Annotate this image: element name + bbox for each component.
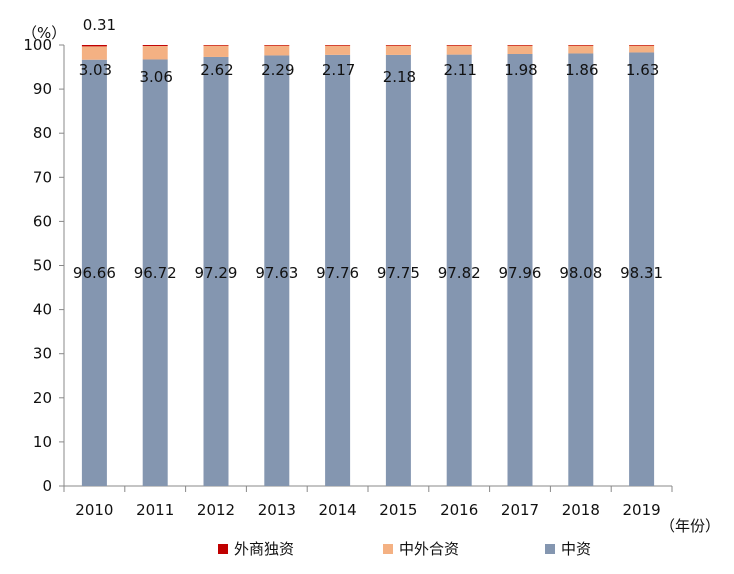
data-label-joint-venture: 1.86	[565, 61, 598, 79]
data-label-domestic: 97.96	[499, 264, 542, 282]
data-label-joint-venture: 2.62	[200, 61, 233, 79]
y-tick-label: 90	[33, 80, 52, 98]
bar-domestic-2012	[203, 56, 229, 486]
legend-item: 中外合资	[383, 538, 459, 559]
bar-foreign-2019	[629, 45, 655, 46]
x-tick-label: 2019	[623, 501, 661, 519]
x-tick-label: 2013	[258, 501, 296, 519]
bar-joint-venture-2016	[446, 45, 472, 55]
y-tick-label: 10	[33, 433, 52, 451]
data-label-joint-venture: 1.63	[626, 61, 659, 79]
bar-joint-venture-2011	[142, 45, 168, 60]
bar-foreign-2011	[142, 45, 168, 46]
bar-domestic-2018	[568, 53, 594, 487]
y-tick-label: 30	[33, 345, 52, 363]
bar-joint-venture-2018	[568, 45, 594, 54]
data-label-joint-venture: 3.06	[139, 68, 172, 86]
bar-domestic-2016	[446, 54, 472, 486]
bar-joint-venture-2012	[203, 45, 229, 57]
bar-domestic-2013	[264, 55, 290, 487]
bar-domestic-2019	[629, 52, 655, 486]
x-tick-label: 2017	[501, 501, 539, 519]
bar-foreign-2010	[81, 45, 107, 47]
y-tick-label: 60	[33, 212, 52, 230]
x-tick-label: 2014	[319, 501, 357, 519]
x-tick-label: 2016	[440, 501, 478, 519]
bar-foreign-2015	[385, 45, 411, 46]
data-label-joint-venture: 2.18	[383, 68, 416, 86]
bar-domestic-2017	[507, 53, 533, 486]
x-tick-label: 2018	[562, 501, 600, 519]
bar-joint-venture-2019	[629, 45, 655, 53]
bar-foreign-2014	[325, 45, 351, 46]
legend: 外商独资 中外合资 中资	[0, 538, 734, 562]
bar-joint-venture-2010	[81, 46, 107, 60]
data-label-domestic: 97.75	[377, 264, 420, 282]
bar-domestic-2015	[385, 54, 411, 487]
y-tick-label: 100	[23, 36, 52, 54]
x-tick-label: 2015	[379, 501, 417, 519]
y-tick-label: 40	[33, 301, 52, 319]
bar-domestic-2014	[325, 54, 351, 487]
x-tick-label: 2012	[197, 501, 235, 519]
data-label-domestic: 97.63	[255, 264, 298, 282]
data-label-joint-venture: 2.29	[261, 61, 294, 79]
x-unit-label: （年份）	[660, 517, 720, 535]
x-tick-label: 2011	[136, 501, 174, 519]
data-label-joint-venture: 2.11	[443, 61, 476, 79]
legend-label: 中资	[561, 540, 592, 558]
data-label-domestic: 97.76	[316, 264, 359, 282]
data-label-domestic: 97.29	[195, 264, 238, 282]
bar-foreign-2013	[264, 45, 290, 46]
data-label-joint-venture: 2.17	[322, 61, 355, 79]
data-label-joint-venture: 1.98	[504, 61, 537, 79]
legend-item: 中资	[545, 538, 591, 559]
x-tick-label: 2010	[75, 501, 113, 519]
data-label-domestic: 98.31	[620, 264, 663, 282]
y-unit-label: （%）	[22, 24, 66, 42]
legend-swatch	[383, 543, 393, 554]
bar-foreign-2018	[568, 45, 594, 46]
legend-swatch	[218, 543, 228, 554]
data-label-foreign: 0.31	[83, 16, 116, 34]
bar-domestic-2011	[142, 59, 168, 486]
data-label-domestic: 96.72	[134, 264, 177, 282]
bar-foreign-2017	[507, 45, 533, 46]
legend-item: 外商独资	[218, 538, 294, 559]
legend-label: 中外合资	[399, 540, 460, 558]
legend-label: 外商独资	[234, 540, 295, 558]
data-label-domestic: 96.66	[73, 264, 116, 282]
y-tick-label: 70	[33, 168, 52, 186]
bar-joint-venture-2013	[264, 45, 290, 56]
data-label-domestic: 98.08	[559, 264, 602, 282]
y-tick-label: 0	[42, 477, 52, 495]
bar-joint-venture-2014	[325, 45, 351, 55]
y-tick-label: 80	[33, 124, 52, 142]
bar-foreign-2016	[446, 45, 472, 46]
legend-swatch	[545, 543, 555, 554]
data-label-joint-venture: 3.03	[79, 61, 112, 79]
data-label-domestic: 97.82	[438, 264, 481, 282]
y-tick-label: 20	[33, 389, 52, 407]
y-tick-label: 50	[33, 257, 52, 275]
bar-domestic-2010	[81, 59, 107, 486]
bar-foreign-2012	[203, 45, 229, 46]
bar-joint-venture-2015	[385, 45, 411, 55]
bar-joint-venture-2017	[507, 45, 533, 54]
